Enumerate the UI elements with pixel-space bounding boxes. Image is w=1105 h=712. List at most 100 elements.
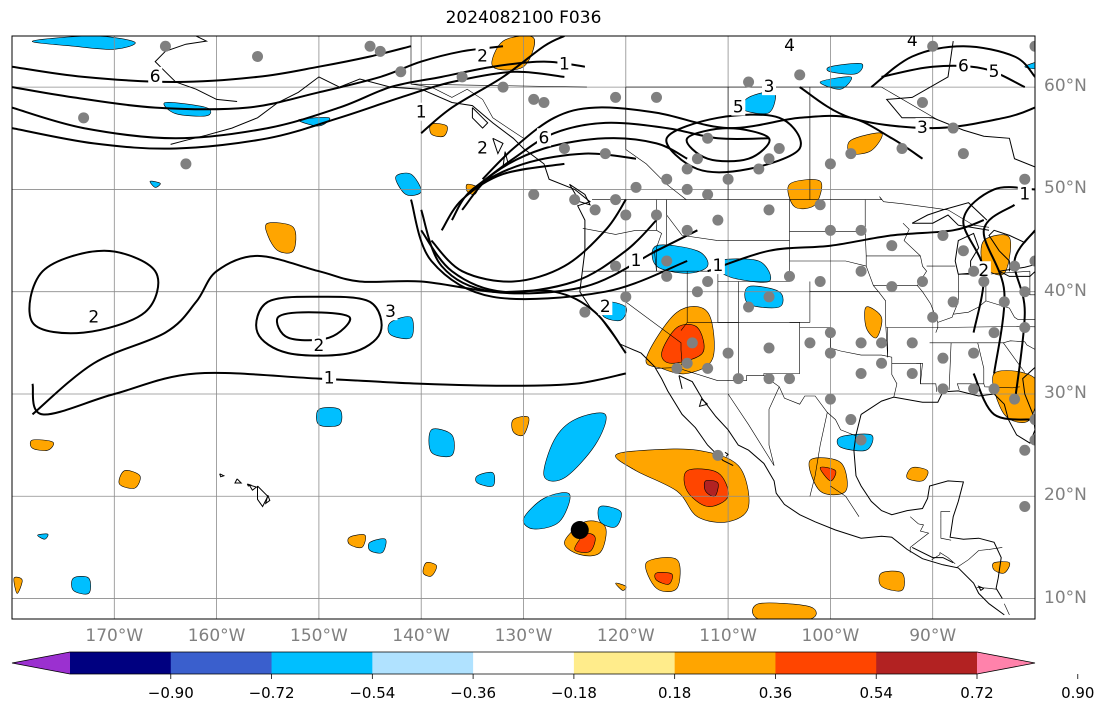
- observation-dot: [681, 357, 693, 369]
- observation-dot: [998, 296, 1010, 308]
- shaded-region: [118, 470, 141, 489]
- observation-dot: [732, 373, 744, 385]
- colorbar-segment: [674, 652, 776, 674]
- colorbar-segment: [473, 652, 575, 674]
- observation-dot: [1019, 500, 1031, 512]
- shaded-region: [29, 439, 54, 451]
- political-border: [1004, 603, 1010, 616]
- contour-label: 1: [1019, 185, 1030, 205]
- observation-dot: [804, 337, 816, 349]
- observation-dot: [988, 327, 1000, 339]
- political-border: [625, 87, 687, 200]
- contour-label-bg: [987, 61, 1002, 80]
- observation-dot: [794, 69, 806, 81]
- observation-dot: [180, 158, 192, 170]
- contour-line: [870, 45, 1035, 88]
- political-border: [902, 222, 939, 328]
- shaded-region: [819, 466, 837, 482]
- observation-dot: [824, 347, 836, 359]
- observation-dot: [569, 194, 581, 206]
- contour-label: 4: [784, 36, 795, 56]
- observation-dot: [610, 260, 622, 272]
- contour-line: [461, 137, 688, 211]
- observation-dot: [968, 265, 980, 277]
- political-border: [768, 386, 780, 466]
- observation-dot: [783, 270, 795, 282]
- observation-dot: [691, 153, 703, 165]
- contour-line: [707, 219, 985, 273]
- gray-dot-layer: [78, 40, 1035, 512]
- shaded-region: [654, 572, 673, 585]
- contour-line: [420, 219, 658, 294]
- latitude-label: 40°N: [1044, 280, 1087, 301]
- coastline: [154, 36, 238, 102]
- colorbar-tick-label: 0.36: [758, 684, 793, 702]
- political-border: [909, 516, 930, 553]
- colorbar: [11, 651, 1079, 679]
- colorbar-segment: [271, 652, 373, 674]
- observation-dot: [845, 414, 857, 426]
- contour-line: [420, 36, 565, 134]
- observation-dot: [681, 163, 693, 175]
- observation-dot: [988, 383, 1000, 395]
- political-border: [881, 86, 938, 121]
- shaded-region: [522, 492, 571, 530]
- observation-dot: [558, 143, 570, 155]
- contour-label: 1: [324, 369, 335, 389]
- coastline: [234, 478, 243, 484]
- observation-dot: [886, 281, 898, 293]
- observation-dot: [702, 275, 714, 287]
- colorbar-tick-label: 0.18: [657, 684, 692, 702]
- observation-dot: [753, 163, 765, 175]
- contour-label: 5: [733, 98, 744, 118]
- observation-dot: [855, 265, 867, 277]
- observation-dot: [395, 66, 407, 78]
- colorbar-segment: [775, 652, 877, 674]
- political-border: [931, 552, 941, 560]
- observation-dot: [957, 245, 969, 257]
- map-title: 2024082100 F036: [445, 8, 602, 28]
- observation-dot: [1019, 322, 1031, 333]
- observation-dot: [743, 301, 755, 313]
- contour-line: [430, 199, 627, 283]
- contour-label-bg: [414, 102, 429, 121]
- observation-dot: [916, 275, 928, 287]
- observation-dot: [855, 224, 867, 236]
- contour-line: [799, 86, 1035, 130]
- contour-label-bg: [475, 46, 490, 65]
- observation-dot: [1019, 444, 1031, 456]
- contour-label: 2: [477, 46, 488, 66]
- observation-dot: [364, 40, 376, 52]
- observation-dot: [456, 71, 468, 83]
- contour-label-bg: [762, 77, 777, 96]
- political-border: [410, 36, 524, 139]
- observation-dot: [1009, 260, 1021, 272]
- shaded-region: [368, 538, 387, 554]
- contour-line: [420, 209, 698, 295]
- observation-dot: [927, 311, 939, 323]
- shaded-region: [878, 570, 905, 592]
- contour-layer: [12, 36, 1035, 421]
- observation-dot: [681, 183, 693, 195]
- contour-line: [255, 295, 383, 357]
- observation-dot: [252, 50, 264, 62]
- coastline: [998, 264, 1035, 277]
- observation-dot: [824, 158, 836, 170]
- observation-dot: [620, 291, 632, 303]
- shaded-region: [615, 582, 627, 591]
- contour-line: [471, 121, 770, 191]
- map-frame: [11, 35, 1036, 620]
- coastline: [219, 473, 226, 478]
- observation-dot: [947, 296, 959, 308]
- observation-dot: [906, 368, 918, 380]
- contour-label: 2: [600, 297, 611, 317]
- coastline: [678, 375, 683, 390]
- political-border: [878, 291, 888, 358]
- coastline: [911, 546, 954, 564]
- coastline: [853, 414, 1003, 599]
- observation-dot: [876, 337, 888, 349]
- political-border: [666, 199, 718, 241]
- political-border: [592, 196, 990, 228]
- political-border: [763, 322, 800, 376]
- coastline: [492, 137, 504, 155]
